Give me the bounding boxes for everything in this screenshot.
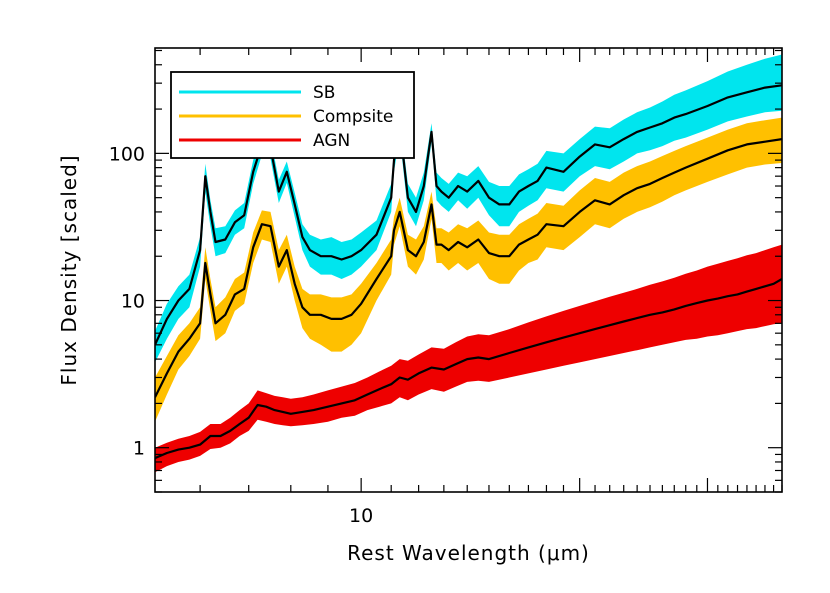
line-compsite — [155, 138, 782, 398]
legend-label-compsite: Compsite — [313, 107, 393, 127]
tick-labels: 10 1 10 100 — [109, 143, 374, 527]
y-tick-label: 1 — [133, 438, 145, 460]
line-agn — [155, 278, 782, 460]
axis-ticks — [155, 48, 783, 493]
band-sb — [155, 54, 782, 363]
line-sb — [155, 84, 782, 346]
plot-frame — [154, 47, 783, 493]
legend-label-agn: AGN — [313, 131, 350, 151]
y-tick-label: 10 — [121, 291, 145, 313]
x-tick-label: 10 — [349, 505, 373, 527]
x-axis-title: Rest Wavelength (μm) — [347, 541, 590, 565]
median-lines — [155, 84, 782, 460]
y-axis-title: Flux Density [scaled] — [57, 154, 81, 385]
y-tick-label: 100 — [109, 143, 145, 165]
legend-label-sb: SB — [313, 83, 335, 103]
legend: SB Compsite AGN — [170, 71, 415, 159]
